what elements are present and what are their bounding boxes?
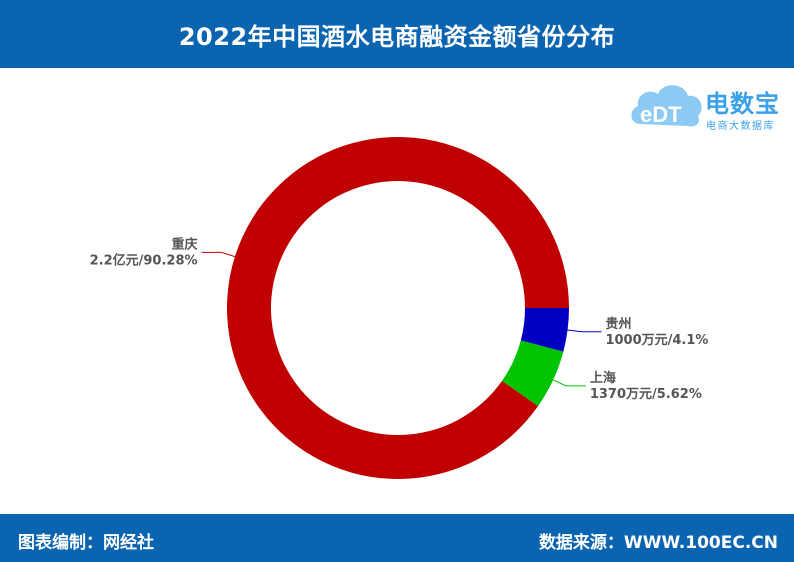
chart-header: 2022年中国酒水电商融资金额省份分布	[0, 0, 794, 68]
leader-line-2	[567, 329, 602, 333]
chart-title: 2022年中国酒水电商融资金额省份分布	[178, 22, 616, 51]
slice-1	[502, 340, 564, 407]
slice-name-label-2: 贵州	[605, 316, 631, 332]
slice-name-label-0: 重庆	[172, 236, 198, 252]
slice-value-label-1: 1370万元/5.62%	[590, 387, 702, 402]
footer-source: 数据来源：WWW.100EC.CN	[538, 533, 778, 553]
footer-credit: 图表编制：网经社	[18, 533, 154, 553]
logo-brand: 电数宝	[705, 90, 780, 118]
cloud-logo-icon: eDT	[631, 85, 702, 127]
slice-name-label-1: 上海	[590, 370, 616, 386]
slice-0	[227, 137, 570, 480]
slice-2	[520, 308, 569, 352]
slice-value-label-0: 2.2亿元/90.28%	[90, 252, 198, 268]
slice-value-label-2: 1000万元/4.1%	[605, 333, 708, 348]
logo-subtitle: 电商大数据库	[706, 121, 775, 132]
leader-line-0	[201, 251, 236, 258]
edt-logo: eDT 电数宝 电商大数据库	[628, 74, 794, 138]
logo-mark-text: eDT	[640, 102, 682, 127]
chart-footer: 图表编制：网经社 数据来源：WWW.100EC.CN	[0, 514, 794, 562]
leader-line-1	[552, 379, 586, 387]
